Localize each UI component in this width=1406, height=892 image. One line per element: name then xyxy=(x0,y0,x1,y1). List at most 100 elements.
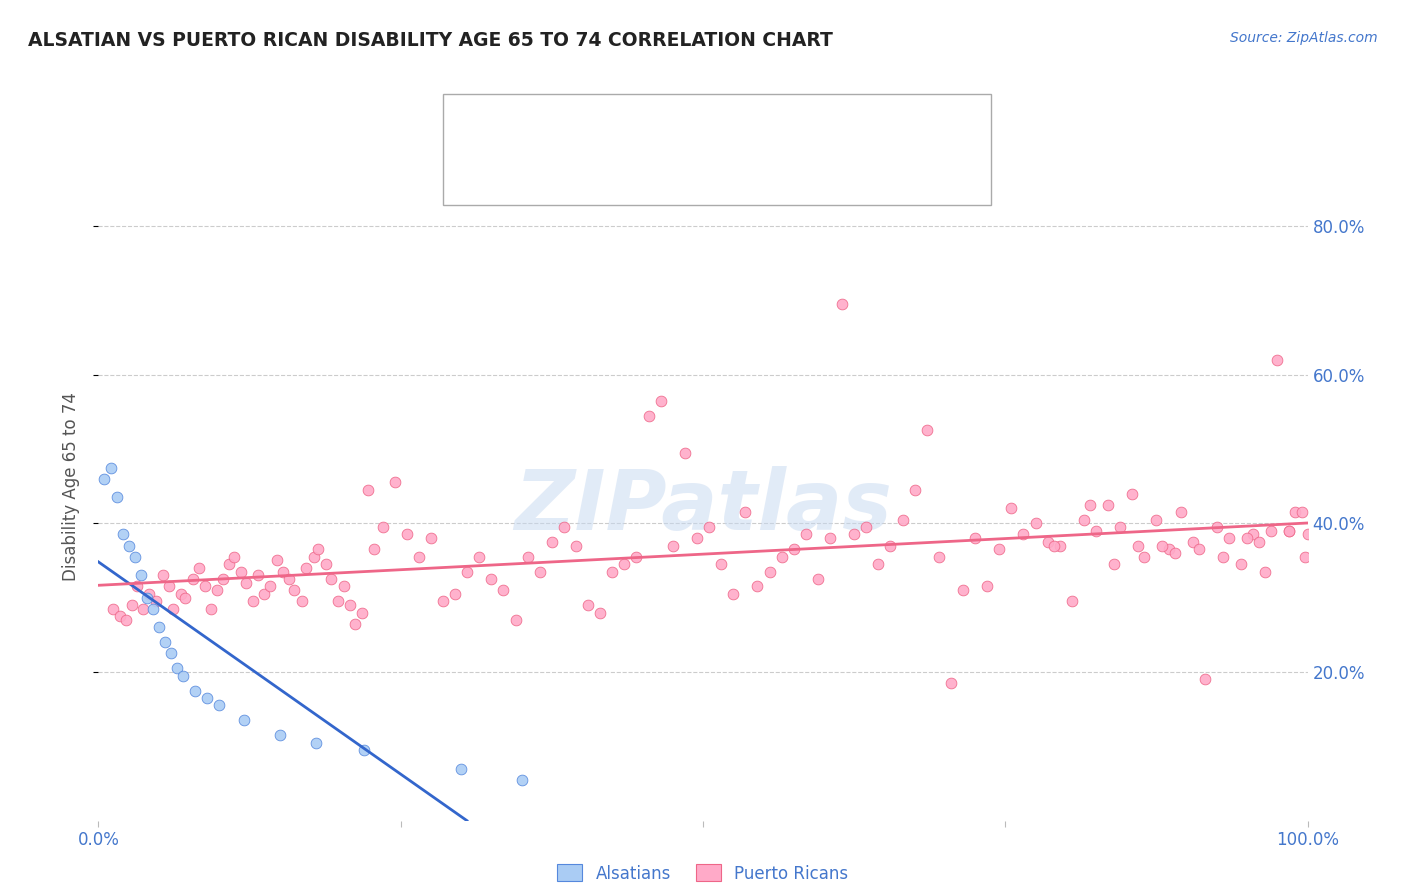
Point xyxy=(1230,557,1253,572)
Point xyxy=(305,735,328,749)
Point xyxy=(1097,498,1119,512)
Point xyxy=(1133,549,1156,564)
Point xyxy=(818,531,841,545)
Point xyxy=(195,690,218,705)
Point xyxy=(308,542,330,557)
Text: N =: N = xyxy=(699,171,738,189)
Point xyxy=(129,568,152,582)
Point xyxy=(1109,520,1132,534)
Point xyxy=(952,583,974,598)
Point xyxy=(315,557,337,572)
Point xyxy=(686,531,709,545)
Point xyxy=(1212,549,1234,564)
Point xyxy=(662,539,685,553)
Point xyxy=(589,606,612,620)
Point xyxy=(505,613,527,627)
Point xyxy=(541,534,564,549)
Point xyxy=(269,728,291,742)
Point xyxy=(553,520,575,534)
Point xyxy=(1260,524,1282,538)
Point xyxy=(200,602,222,616)
Point xyxy=(319,572,342,586)
Point xyxy=(710,557,733,572)
Point xyxy=(363,542,385,557)
Point xyxy=(142,602,165,616)
Point xyxy=(1278,524,1301,538)
Point xyxy=(965,531,987,545)
Point xyxy=(1012,527,1035,541)
Point xyxy=(408,549,430,564)
Point xyxy=(326,594,349,608)
Point xyxy=(734,505,756,519)
Point xyxy=(432,594,454,608)
Point xyxy=(343,616,366,631)
Point xyxy=(212,572,235,586)
Point xyxy=(1291,505,1313,519)
Point xyxy=(976,580,998,594)
Point xyxy=(626,549,648,564)
Point xyxy=(111,527,134,541)
Point xyxy=(516,549,538,564)
Point xyxy=(529,565,551,579)
Point xyxy=(152,568,174,582)
Point xyxy=(613,557,636,572)
Point xyxy=(891,512,914,526)
Point xyxy=(181,572,204,586)
Point xyxy=(132,602,155,616)
Point xyxy=(747,580,769,594)
Text: ZIPatlas: ZIPatlas xyxy=(515,466,891,547)
Point xyxy=(100,460,122,475)
Point xyxy=(1284,505,1306,519)
Point xyxy=(637,409,659,423)
Point xyxy=(844,527,866,541)
Point xyxy=(723,587,745,601)
Point xyxy=(295,561,318,575)
Point xyxy=(855,520,877,534)
Point xyxy=(928,549,950,564)
Point xyxy=(1042,539,1064,553)
Point xyxy=(1102,557,1125,572)
Point xyxy=(1157,542,1180,557)
Point xyxy=(283,583,305,598)
Point xyxy=(1170,505,1192,519)
Point xyxy=(1254,565,1277,579)
Point xyxy=(450,762,472,776)
Point xyxy=(222,549,245,564)
Point xyxy=(124,549,146,564)
Point xyxy=(162,602,184,616)
Point xyxy=(650,393,672,408)
Point xyxy=(166,661,188,675)
Point xyxy=(1146,512,1168,526)
Point xyxy=(758,565,780,579)
Point xyxy=(1163,546,1185,560)
Point xyxy=(172,669,194,683)
Point xyxy=(1218,531,1240,545)
Point xyxy=(1121,486,1143,500)
Point xyxy=(1181,534,1204,549)
Point xyxy=(232,714,254,728)
Point xyxy=(807,572,830,586)
Point xyxy=(290,594,312,608)
Point xyxy=(266,553,288,567)
Point xyxy=(468,549,491,564)
Point xyxy=(160,646,183,660)
Point xyxy=(273,565,295,579)
Point xyxy=(1049,539,1071,553)
Point xyxy=(229,565,252,579)
Point xyxy=(602,565,624,579)
Point xyxy=(242,594,264,608)
Point xyxy=(1206,520,1229,534)
Point xyxy=(247,568,270,582)
Point xyxy=(169,587,191,601)
Point xyxy=(1060,594,1083,608)
Point xyxy=(904,483,927,497)
Point xyxy=(576,598,599,612)
Point xyxy=(101,602,124,616)
Point xyxy=(1128,539,1150,553)
Legend: Alsatians, Puerto Ricans: Alsatians, Puerto Ricans xyxy=(551,858,855,889)
Point xyxy=(93,472,115,486)
Point xyxy=(1278,524,1301,538)
Point xyxy=(184,683,207,698)
Point xyxy=(1085,524,1108,538)
Text: R =: R = xyxy=(537,171,576,189)
